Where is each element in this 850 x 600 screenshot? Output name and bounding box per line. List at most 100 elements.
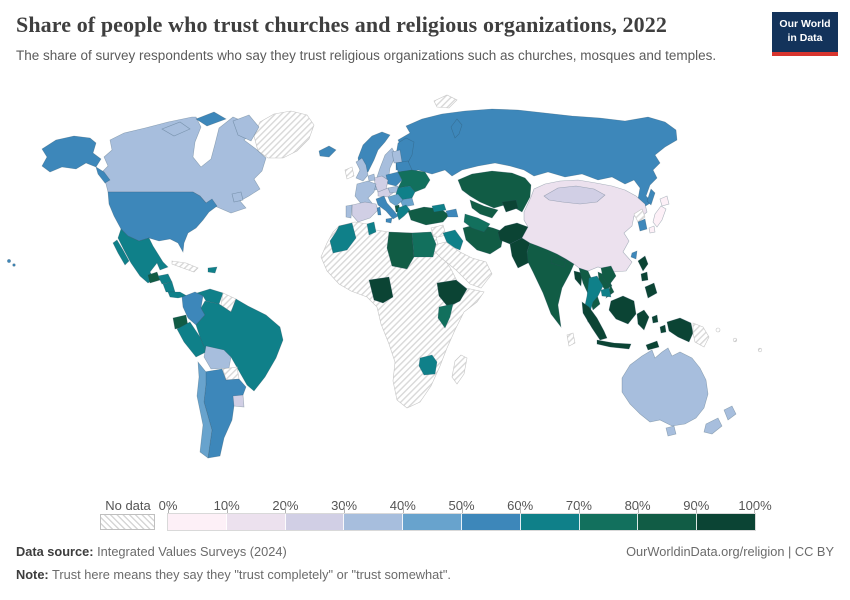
legend-color-segment[interactable] [226, 514, 286, 530]
legend-color-segment[interactable] [168, 514, 227, 530]
country-uzbekistan[interactable] [469, 199, 499, 219]
country-vietnam[interactable] [600, 265, 617, 299]
country-cambodia[interactable] [600, 287, 612, 298]
country-libya[interactable] [386, 231, 415, 270]
country-sardinia[interactable] [376, 206, 382, 216]
country-turkey[interactable] [407, 206, 450, 226]
country-hawaii[interactable] [7, 259, 11, 263]
country-spain[interactable] [351, 201, 379, 223]
country-moluccas-2[interactable] [659, 324, 667, 334]
country-benelux[interactable] [367, 173, 376, 182]
legend-color-segment[interactable] [285, 514, 345, 530]
country-nigeria[interactable] [368, 276, 394, 304]
country-zimbabwe[interactable] [418, 354, 438, 376]
country-alaska[interactable] [41, 135, 102, 173]
country-luzon[interactable] [637, 255, 649, 272]
legend-color-segment[interactable] [579, 514, 639, 530]
country-sakhalin[interactable] [646, 188, 656, 206]
country-kenya[interactable] [437, 303, 454, 329]
country-moluccas-1[interactable] [651, 314, 659, 324]
country-nz-north[interactable] [723, 405, 737, 421]
country-novaya-zemlya[interactable] [450, 118, 463, 139]
country-japan-honshu[interactable] [652, 205, 667, 228]
country-greenland[interactable] [253, 110, 315, 159]
country-turkmenistan[interactable] [463, 213, 491, 233]
country-mongolia[interactable] [543, 185, 606, 205]
country-solomon[interactable] [715, 327, 721, 333]
country-iceland[interactable] [318, 145, 337, 158]
country-sri-lanka[interactable] [566, 332, 576, 347]
country-south-korea[interactable] [637, 218, 648, 232]
owid-logo[interactable]: Our World in Data [772, 12, 838, 56]
country-russia[interactable] [395, 108, 678, 208]
country-sicily[interactable] [385, 217, 393, 224]
country-alaska-panhandle[interactable] [95, 166, 111, 184]
country-argentina[interactable] [203, 368, 247, 459]
country-arctic-island-2[interactable] [195, 111, 227, 127]
country-kazakhstan[interactable] [457, 170, 532, 213]
country-ukraine[interactable] [397, 169, 431, 193]
country-australia[interactable] [621, 347, 709, 427]
country-sumatra[interactable] [581, 301, 608, 341]
country-portugal[interactable] [345, 204, 353, 219]
country-japan-kyushu[interactable] [648, 225, 656, 234]
country-sulawesi[interactable] [636, 309, 650, 331]
legend-color-segment[interactable] [638, 514, 698, 530]
country-mindanao[interactable] [644, 282, 658, 299]
legend-color-segment[interactable] [520, 514, 580, 530]
country-chile[interactable] [196, 361, 213, 459]
country-newfoundland[interactable] [231, 191, 244, 203]
country-nz-south[interactable] [703, 417, 723, 435]
country-western-balkans[interactable] [387, 193, 404, 207]
country-china[interactable] [521, 179, 648, 273]
country-poland[interactable] [385, 171, 403, 187]
country-bulgaria[interactable] [399, 197, 415, 208]
country-syria[interactable] [430, 224, 447, 239]
country-norway[interactable] [357, 131, 391, 173]
country-africa-nodata[interactable] [320, 221, 485, 409]
country-saudi-arabia[interactable] [429, 241, 493, 289]
country-nepal[interactable] [550, 256, 567, 268]
country-ethiopia[interactable] [436, 279, 468, 308]
country-arctic-island-1[interactable] [161, 121, 191, 137]
country-taiwan[interactable] [630, 250, 638, 260]
country-cuba[interactable] [171, 260, 199, 273]
country-nicaragua[interactable] [162, 281, 176, 293]
country-borneo[interactable] [608, 295, 637, 325]
country-kyrgyzstan-tajikistan[interactable] [501, 199, 519, 213]
legend-no-data-swatch[interactable] [100, 514, 155, 530]
legend-color-segment[interactable] [697, 514, 755, 530]
country-baltics[interactable] [391, 149, 403, 164]
country-tunisia[interactable] [366, 221, 377, 236]
country-morocco[interactable] [329, 222, 357, 254]
country-bangladesh[interactable] [573, 270, 583, 287]
legend-color-segment[interactable] [461, 514, 521, 530]
legend-color-segment[interactable] [344, 514, 404, 530]
country-italy[interactable] [375, 195, 399, 220]
country-egypt[interactable] [411, 231, 437, 258]
country-madagascar[interactable] [451, 354, 468, 385]
country-georgia[interactable] [431, 203, 447, 213]
country-japan-hokkaido[interactable] [659, 195, 670, 207]
country-vanuatu[interactable] [732, 337, 738, 343]
country-azerbaijan[interactable] [445, 208, 459, 218]
country-baffin-island[interactable] [232, 114, 260, 142]
country-java[interactable] [596, 339, 632, 350]
country-papua-new-guinea[interactable] [692, 322, 710, 348]
country-uruguay[interactable] [232, 394, 245, 408]
country-france[interactable] [354, 180, 377, 206]
country-west-papua[interactable] [666, 317, 694, 343]
country-svalbard[interactable] [433, 94, 458, 109]
country-hawaii-2[interactable] [12, 263, 16, 267]
country-north-korea[interactable] [633, 208, 646, 223]
country-ireland[interactable] [344, 166, 355, 180]
country-greece[interactable] [396, 204, 411, 221]
owid-link[interactable]: OurWorldinData.org/religion | CC BY [626, 544, 834, 559]
country-visayas[interactable] [640, 271, 649, 282]
country-united-kingdom[interactable] [355, 157, 369, 182]
country-timor[interactable] [645, 340, 660, 351]
country-tasmania[interactable] [665, 425, 677, 437]
country-baja[interactable] [112, 239, 130, 266]
country-fiji[interactable] [757, 347, 763, 353]
legend-color-segment[interactable] [403, 514, 462, 530]
